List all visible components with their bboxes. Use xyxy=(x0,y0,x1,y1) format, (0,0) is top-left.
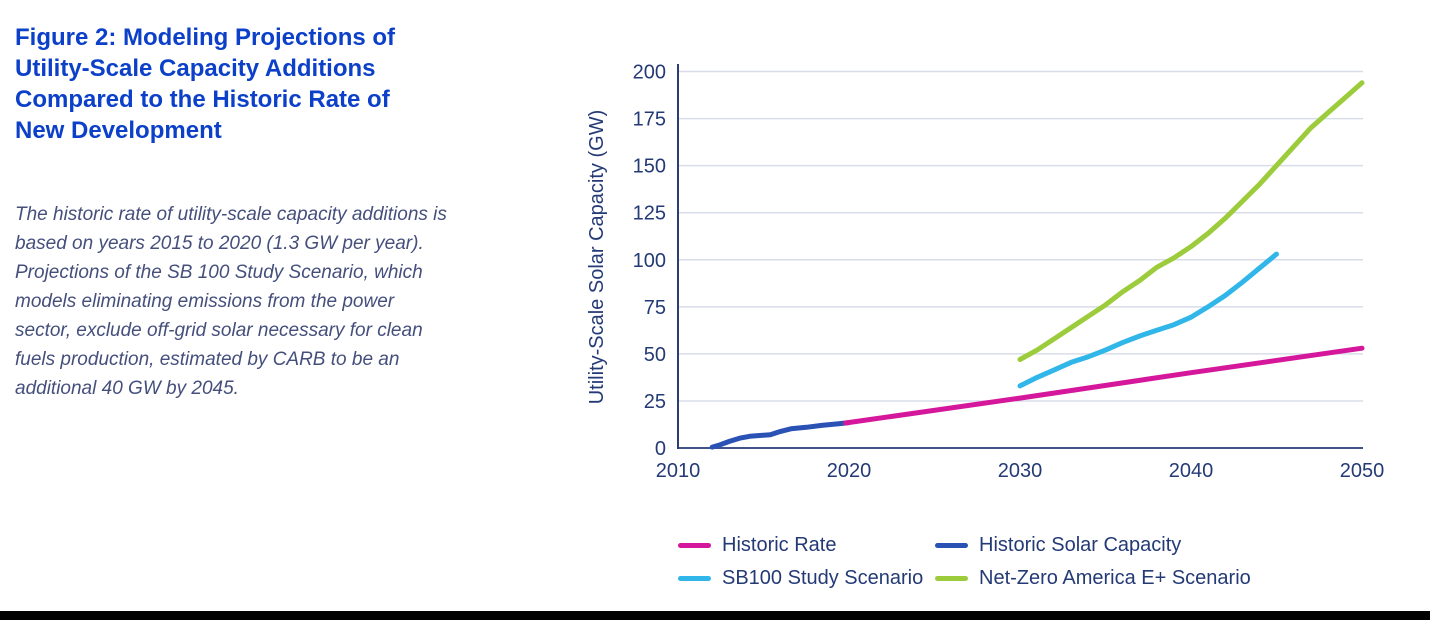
y-tick-label-125: 125 xyxy=(633,203,666,225)
legend-item-historic-rate: Historic Rate xyxy=(678,534,935,557)
historic-rate-swatch-icon xyxy=(678,543,711,548)
x-tick-label-2020: 2020 xyxy=(827,460,872,482)
y-tick-label-175: 175 xyxy=(633,109,666,131)
x-tick-label-2010: 2010 xyxy=(656,460,701,482)
y-tick-label-50: 50 xyxy=(644,344,666,366)
figure-title: Figure 2: Modeling Projections of Utilit… xyxy=(15,24,396,144)
footer-bar xyxy=(0,611,1430,620)
series-line-net-zero-america-e-scenario xyxy=(1017,80,1365,362)
legend-label: Net-Zero America E+ Scenario xyxy=(979,567,1251,589)
legend-item-net-zero-america: Net-Zero America E+ Scenario xyxy=(935,567,1251,590)
net-zero-america-swatch-icon xyxy=(935,576,968,581)
sb100-study-scenario-swatch-icon xyxy=(678,576,711,581)
legend-item-sb100-study-scenario: SB100 Study Scenario xyxy=(678,567,935,590)
y-tick-label-25: 25 xyxy=(644,391,666,413)
x-tick-label-2030: 2030 xyxy=(998,460,1043,482)
historic-solar-capacity-swatch-icon xyxy=(935,543,968,548)
legend-label: Historic Solar Capacity xyxy=(979,534,1182,556)
figure-caption-panel: Figure 2: Modeling Projections of Utilit… xyxy=(15,22,460,146)
y-tick-label-200: 200 xyxy=(633,62,666,84)
figure-description: The historic rate of utility-scale capac… xyxy=(15,204,447,399)
series-line-historic-solar-capacity xyxy=(709,420,852,450)
x-tick-label-2050: 2050 xyxy=(1340,460,1385,482)
x-tick-label-2040: 2040 xyxy=(1169,460,1214,482)
y-tick-label-75: 75 xyxy=(644,297,666,319)
legend-item-historic-solar-capacity: Historic Solar Capacity xyxy=(935,534,1251,557)
legend-label: Historic Rate xyxy=(722,534,837,556)
legend-label: SB100 Study Scenario xyxy=(722,567,924,589)
series-line-historic-rate xyxy=(843,345,1365,426)
y-tick-label-100: 100 xyxy=(633,250,666,272)
series-line-sb100-study-scenario xyxy=(1017,251,1279,389)
y-tick-label-0: 0 xyxy=(655,438,666,460)
chart-legend: Historic Rate Historic Solar Capacity SB… xyxy=(678,529,1251,595)
y-tick-label-150: 150 xyxy=(633,156,666,178)
